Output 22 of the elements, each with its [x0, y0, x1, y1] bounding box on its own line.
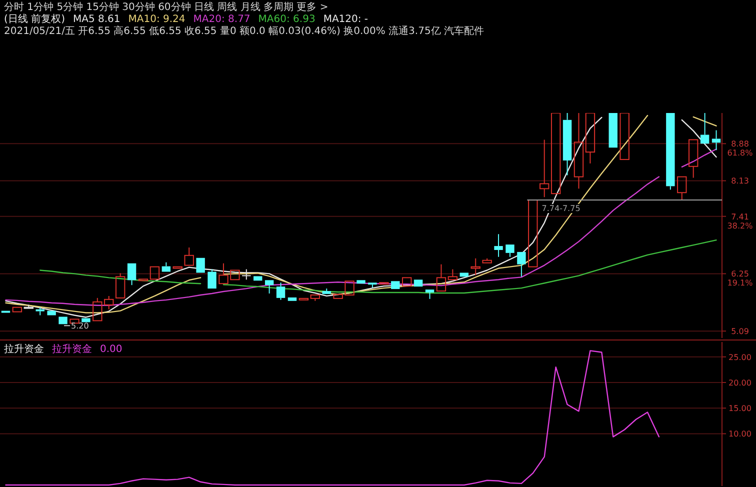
ref-line-label: 7.74-7.75	[542, 204, 580, 214]
y-tick-label: 6.25 19.1%	[727, 270, 754, 288]
y-tick-label: 20.00	[728, 378, 752, 388]
text: MA60: 6.93	[258, 14, 316, 25]
y-tick-label: 7.41 38.2%	[727, 212, 754, 230]
chart-title: 拉升资金	[4, 343, 44, 355]
text: 拉升资金	[52, 343, 92, 355]
annotation: 0.00	[100, 344, 122, 355]
chart-title: (日线 前复权)	[4, 13, 66, 25]
annotation: 5.20	[71, 322, 89, 331]
y-tick-label: 10.00	[728, 430, 752, 439]
y-tick-label: 8.88 61.8%	[727, 140, 754, 158]
y-tick-label: 5.09	[731, 327, 749, 336]
text: MA20: 8.77	[193, 14, 250, 25]
y-tick-label: 25.00	[728, 352, 752, 362]
text: MA10: 9.24	[128, 14, 186, 25]
text: 2021/05/21/五 开6.55 高6.55 低6.55 收6.55 量0 额0.0 幅0.03(0.46%) 换0.00% 流通3.75亿 汽车配件	[4, 25, 484, 37]
text: MA120: -	[323, 14, 368, 25]
text: MA5 8.61	[72, 14, 120, 25]
y-tick-label: 8.13	[731, 176, 749, 186]
y-tick-label: 15.00	[728, 404, 752, 414]
text: 分时 1分钟 5分钟 15分钟 30分钟 60分钟 日线 周线 月线 多周期 更多 >	[4, 1, 328, 13]
